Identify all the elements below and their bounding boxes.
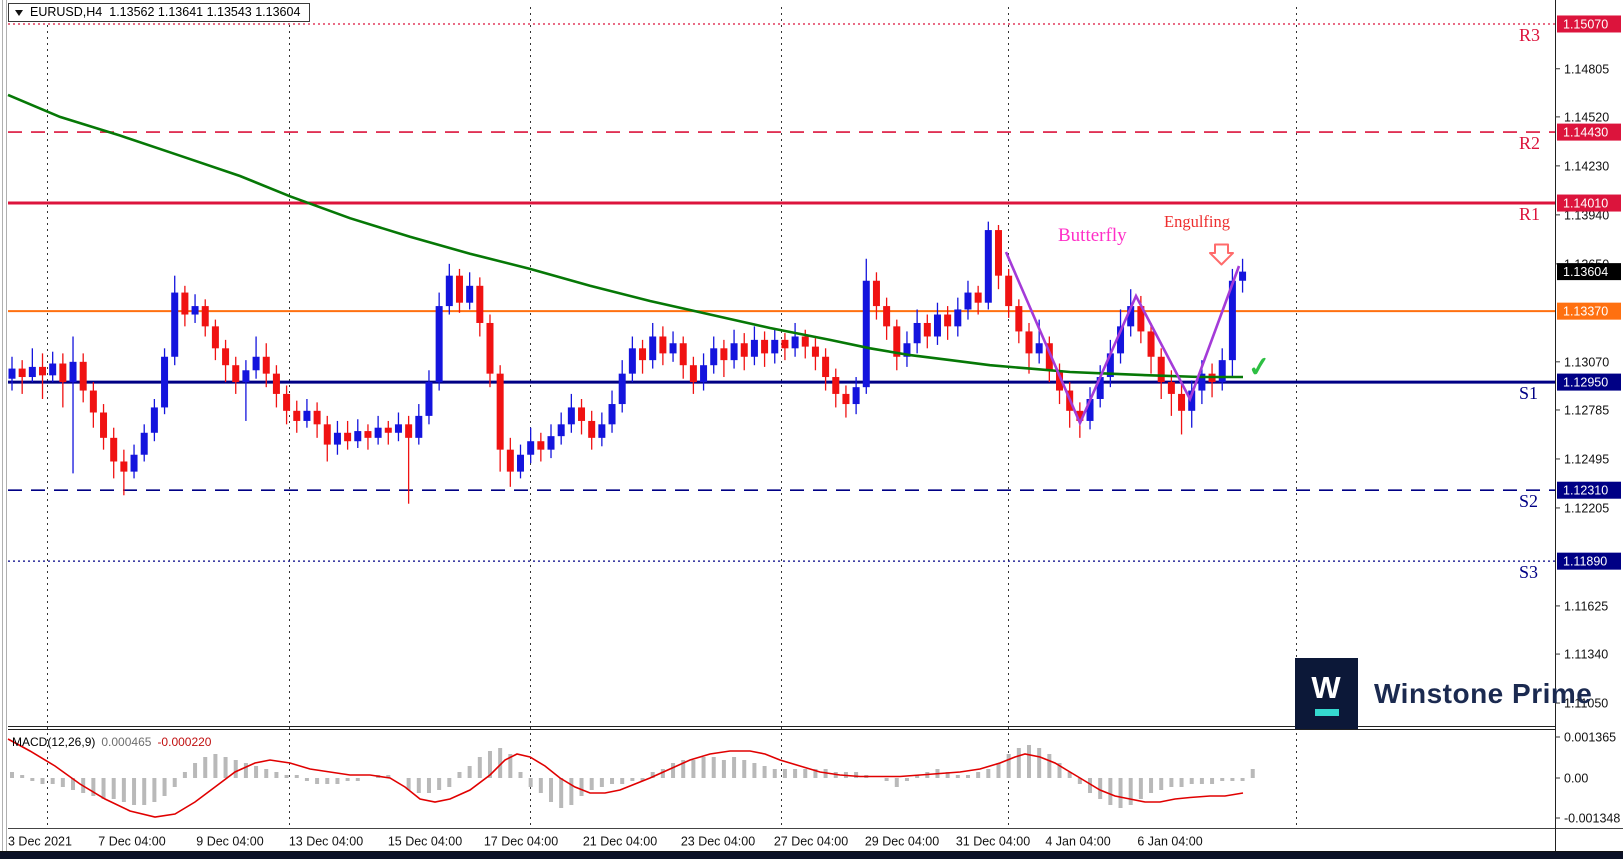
price-badge: 1.13604 xyxy=(1563,265,1608,279)
price-tick-label: 1.12495 xyxy=(1564,452,1609,466)
brand-logo: W Winstone Prime xyxy=(1295,658,1592,729)
check-icon: ✓ xyxy=(1246,350,1273,384)
macd-main-value: 0.000465 xyxy=(101,735,152,749)
time-tick-label: 3 Dec 2021 xyxy=(8,835,72,849)
time-tick-label: 6 Jan 04:00 xyxy=(1137,835,1202,849)
time-axis[interactable]: 3 Dec 2021 7 Dec 04:00 9 Dec 04:00 13 Dec 0… xyxy=(8,835,1203,849)
time-tick-label: 4 Jan 04:00 xyxy=(1045,835,1110,849)
price-tick-label: 1.13070 xyxy=(1564,355,1609,369)
price-badge: 1.15070 xyxy=(1563,17,1608,31)
macd-scale-label: -0.001348 xyxy=(1564,812,1620,826)
week-separators xyxy=(47,7,1297,828)
time-tick-label: 17 Dec 04:00 xyxy=(484,835,558,849)
engulfing-pattern-label: Engulfing xyxy=(1164,212,1230,231)
time-tick-label: 13 Dec 04:00 xyxy=(289,835,363,849)
price-badge: 1.14010 xyxy=(1563,197,1608,211)
pivot-label-R2: R2 xyxy=(1519,133,1540,153)
symbol-label: EURUSD,H4 xyxy=(30,5,103,19)
price-axis[interactable]: 1.148051.145201.142301.139401.136501.130… xyxy=(1555,62,1620,826)
moving-average-line xyxy=(7,93,1243,379)
price-badges: 1.15070 1.14430 1.14010 1.13370 1.12950 1.123… xyxy=(1557,15,1621,570)
price-tick-label: 1.11050 xyxy=(1564,697,1608,711)
symbol-title-box[interactable]: EURUSD,H4 1.13562 1.13641 1.13543 1.1360… xyxy=(8,3,311,22)
pivot-label-S2: S2 xyxy=(1519,491,1538,511)
brand-logo-underline xyxy=(1314,709,1339,716)
price-badge: 1.14430 xyxy=(1563,126,1608,140)
pivot-label-S1: S1 xyxy=(1519,383,1538,403)
price-tick-label: 1.14805 xyxy=(1564,62,1609,76)
down-arrow-icon xyxy=(1209,243,1234,266)
zigzag-pattern-line xyxy=(1004,251,1241,427)
macd-indicator-label: MACD(12,26,9) 0.000465 -0.000220 xyxy=(12,735,211,749)
macd-scale-label: 0.00 xyxy=(1564,772,1588,786)
price-tick-label: 1.11625 xyxy=(1564,599,1608,613)
macd-scale-label: 0.001365 xyxy=(1564,731,1616,745)
price-tick-label: 1.14230 xyxy=(1564,159,1609,173)
brand-logo-text: Winstone Prime xyxy=(1374,677,1593,709)
bottom-bar xyxy=(0,851,1623,859)
brand-logo-mark: W xyxy=(1295,658,1358,729)
price-badge: 1.12950 xyxy=(1563,376,1608,390)
time-tick-label: 31 Dec 04:00 xyxy=(956,835,1030,849)
price-tick-label: 1.14520 xyxy=(1564,110,1609,124)
price-tick-label: 1.11340 xyxy=(1564,648,1608,662)
macd-histogram xyxy=(10,745,1255,808)
butterfly-pattern-label: Butterfly xyxy=(1058,225,1127,246)
time-tick-label: 7 Dec 04:00 xyxy=(98,835,165,849)
time-tick-label: 9 Dec 04:00 xyxy=(196,835,263,849)
pivot-label-R3: R3 xyxy=(1519,25,1540,45)
price-tick-label: 1.13940 xyxy=(1564,208,1609,222)
time-tick-label: 21 Dec 04:00 xyxy=(583,835,657,849)
ohlc-label: 1.13562 1.13641 1.13543 1.13604 xyxy=(109,5,301,19)
price-tick-label: 1.12205 xyxy=(1564,501,1609,515)
price-level-lines xyxy=(8,23,1555,562)
candlestick-series xyxy=(8,221,1247,504)
pivot-label-R1: R1 xyxy=(1519,204,1540,224)
time-tick-label: 27 Dec 04:00 xyxy=(774,835,848,849)
pivot-label-S3: S3 xyxy=(1519,562,1538,582)
macd-name: MACD(12,26,9) xyxy=(12,735,96,749)
price-tick-label: 1.12785 xyxy=(1564,403,1609,417)
brand-logo-letter: W xyxy=(1311,670,1342,705)
time-tick-label: 29 Dec 04:00 xyxy=(865,835,939,849)
time-tick-label: 15 Dec 04:00 xyxy=(388,835,462,849)
price-badge: 1.12310 xyxy=(1563,484,1608,498)
price-badge: 1.13370 xyxy=(1563,305,1608,319)
macd-signal-value: -0.000220 xyxy=(157,735,212,749)
price-badge: 1.11890 xyxy=(1563,555,1607,569)
pivot-labels: R3 R2 R1 S1 S2 S3 xyxy=(1519,25,1540,582)
symbol-dropdown-icon[interactable] xyxy=(15,9,23,16)
time-tick-label: 23 Dec 04:00 xyxy=(681,835,755,849)
macd-signal-line xyxy=(7,738,1244,818)
